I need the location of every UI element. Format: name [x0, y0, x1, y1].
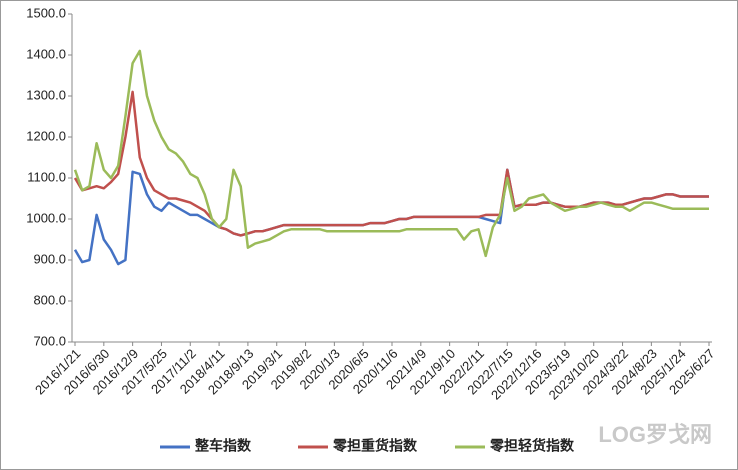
watermark: LOG罗戈网 [598, 422, 712, 447]
y-tick-label: 1200.0 [26, 128, 66, 143]
y-tick-label: 1000.0 [26, 210, 66, 225]
y-tick-label: 1100.0 [27, 169, 66, 184]
y-tick-label: 700.0 [33, 333, 66, 348]
legend-label: 零担轻货指数 [489, 438, 575, 454]
y-tick-label: 900.0 [33, 251, 66, 266]
y-tick-label: 1300.0 [26, 87, 66, 102]
y-tick-label: 1400.0 [26, 46, 66, 61]
y-tick-label: 800.0 [33, 292, 66, 307]
series-line [73, 49, 709, 258]
legend-label: 零担重货指数 [332, 438, 418, 454]
legend-label: 整车指数 [194, 438, 252, 454]
y-tick-label: 1500.0 [26, 5, 66, 20]
